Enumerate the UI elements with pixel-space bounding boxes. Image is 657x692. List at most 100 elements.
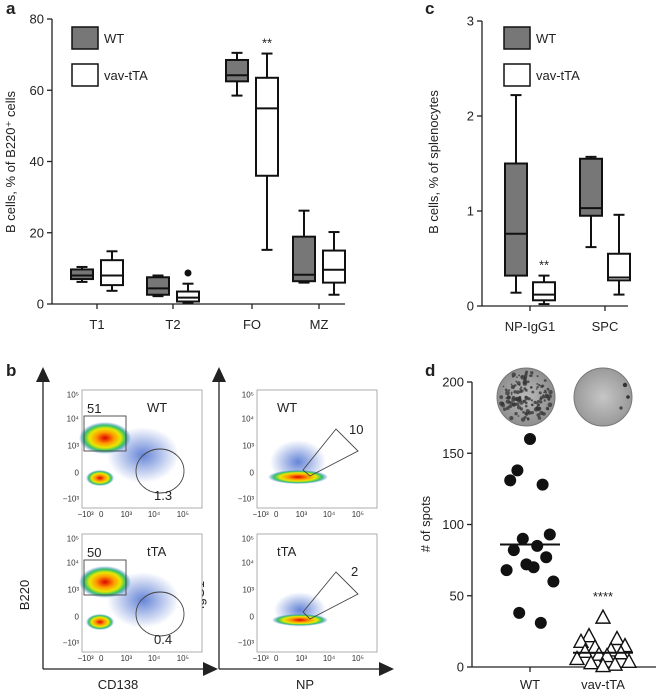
elispot-spot — [530, 410, 534, 415]
elispot-spot — [523, 376, 527, 380]
x-tick-label: FO — [243, 317, 261, 332]
elispot-spot — [505, 390, 510, 396]
data-point — [531, 539, 544, 552]
data-point — [504, 474, 517, 487]
elispot-spot — [515, 380, 518, 383]
b-left-y-label: B220 — [17, 580, 32, 610]
panel-c-x-ticks: NP-IgG1 SPC — [505, 306, 618, 334]
elispot-spot — [545, 396, 548, 399]
panel-label-c: c — [425, 0, 434, 18]
box-body — [607, 252, 631, 282]
significance-marker: **** — [593, 589, 613, 604]
flow-y-tick-label: 10⁴ — [67, 414, 80, 423]
x-tick-label: vav-tTA — [581, 677, 625, 692]
elispot-spot — [543, 379, 547, 382]
flow-y-tick-label: 10⁴ — [242, 558, 255, 567]
elispot-spot — [508, 404, 513, 409]
elispot-spot — [544, 389, 547, 392]
elispot-spot — [529, 386, 533, 389]
box-outlier — [184, 269, 192, 277]
y-tick-label: 40 — [30, 154, 44, 169]
panel-a-boxes — [70, 51, 346, 304]
flow-density-hotspot — [268, 470, 328, 484]
elispot-spot — [515, 390, 520, 395]
data-point — [543, 528, 556, 541]
panel-a-x-ticks: T1 T2 FO MZ — [89, 304, 328, 332]
data-point — [608, 630, 626, 646]
flow-x-tick-label: 10⁴ — [323, 510, 336, 519]
flow-x-tick-label: 10³ — [296, 654, 308, 663]
elispot-spot — [528, 374, 532, 377]
box-WT-FO — [225, 51, 249, 97]
elispot-spot — [499, 395, 504, 400]
x-tick-label: MZ — [310, 317, 329, 332]
flow-gate-igg1 — [302, 571, 359, 620]
box-body — [70, 268, 94, 281]
elispot-spot — [536, 413, 541, 417]
flow-sample-label: WT — [147, 400, 167, 415]
data-point — [580, 627, 598, 643]
elispot-spot — [539, 395, 544, 400]
elispot-spot — [536, 400, 540, 404]
elispot-spot — [543, 399, 546, 402]
box-body — [504, 162, 528, 277]
legend-label: vav-tTA — [536, 68, 580, 83]
panel-a-y-ticks: 0 20 40 60 80 — [30, 12, 52, 312]
panel-a: a B cells, % of B220⁺ cells 0 20 40 60 80 T1… — [3, 0, 346, 332]
elispot-spot — [530, 399, 533, 402]
flow-x-tick-label: 10⁵ — [352, 654, 364, 663]
data-point — [516, 532, 529, 545]
data-point — [582, 654, 600, 670]
elispot-spot — [546, 407, 550, 411]
box-body — [176, 290, 200, 303]
flow-gate-value: 10 — [349, 422, 363, 437]
box-WT-T1 — [70, 265, 94, 283]
flow-x-tick-label: 0 — [99, 510, 104, 519]
elispot-spot — [502, 407, 507, 411]
data-point — [576, 642, 594, 659]
elispot-spot — [538, 383, 541, 387]
y-tick-label: 150 — [442, 446, 464, 461]
panel-a-annotations: ** — [262, 36, 272, 51]
panel-b: b B220 CD138 IgG1 NP 51 WT 1.3 — [6, 361, 394, 692]
elispot-spot — [626, 395, 630, 399]
flow-axis-ticks: −10³ 0 10³ 10⁴ 10⁵ 10⁵ 10⁴ 10³ 0 −10³ −10³ 0 10³ 10⁴ 1… — [63, 391, 364, 663]
elispot-spot — [547, 402, 553, 408]
elispot-spot — [516, 381, 521, 386]
elispot-spot — [516, 376, 518, 378]
flow-y-tick-label: 10⁵ — [67, 391, 79, 400]
y-tick-label: 0 — [457, 660, 464, 675]
elispot-spot — [522, 381, 525, 384]
elispot-spot — [510, 391, 513, 394]
elispot-spot — [535, 388, 538, 390]
flow-y-tick-label: 10³ — [242, 585, 254, 594]
flow-x-tick-label: 10⁵ — [177, 510, 189, 519]
data-point — [500, 564, 513, 577]
b-left-x-arrowhead — [203, 662, 218, 676]
y-tick-label: 2 — [467, 109, 474, 124]
elispot-spot — [511, 402, 516, 407]
elispot-spot — [510, 383, 513, 386]
legend-label: WT — [536, 31, 556, 46]
panel-d-x-ticks: WT vav-tTA — [520, 667, 625, 692]
elispot-spot — [504, 388, 508, 392]
elispot-well-wt — [496, 367, 556, 427]
legend-swatch — [503, 26, 531, 50]
elispot-spot — [548, 389, 553, 395]
elispot-spot — [515, 402, 520, 407]
elispot-spot — [526, 380, 530, 384]
elispot-spot — [502, 385, 505, 388]
y-tick-label: 80 — [30, 12, 44, 27]
elispot-spot — [622, 382, 628, 388]
elispot-spot — [619, 406, 623, 410]
data-point — [594, 657, 612, 673]
panel-c-boxes — [504, 94, 631, 306]
flow-gate-b220-value: 50 — [87, 545, 101, 560]
flow-y-tick-label: 10⁴ — [67, 558, 80, 567]
elispot-spot — [536, 375, 539, 378]
box-vav-tTA-T1 — [100, 250, 124, 292]
elispot-spot — [524, 401, 528, 405]
elispot-spot — [524, 388, 528, 392]
panel-d-y-ticks: 0 50 100 150 200 — [442, 375, 472, 675]
